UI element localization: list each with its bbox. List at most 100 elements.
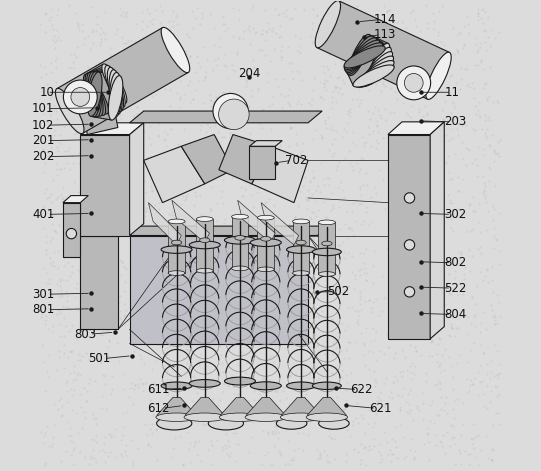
- Point: [161, 44, 169, 51]
- Point: [294, 388, 303, 396]
- Point: [70, 64, 78, 72]
- Point: [210, 99, 219, 106]
- Point: [400, 135, 408, 142]
- Point: [476, 329, 484, 336]
- Point: [199, 333, 207, 341]
- Point: [230, 290, 239, 297]
- Point: [265, 25, 273, 32]
- Point: [383, 438, 392, 445]
- Point: [453, 113, 461, 120]
- Point: [138, 68, 147, 75]
- Point: [48, 328, 56, 335]
- Point: [359, 414, 367, 422]
- Point: [428, 337, 437, 345]
- Point: [455, 351, 464, 359]
- Point: [398, 174, 406, 181]
- Point: [143, 432, 151, 439]
- Point: [337, 319, 346, 326]
- Point: [437, 442, 446, 450]
- Point: [349, 417, 358, 424]
- Point: [406, 265, 414, 272]
- Point: [486, 42, 494, 50]
- Point: [150, 310, 159, 318]
- Point: [294, 165, 302, 172]
- Point: [75, 390, 84, 398]
- Point: [480, 390, 489, 398]
- Point: [97, 255, 106, 263]
- Point: [181, 422, 189, 430]
- Point: [207, 257, 215, 264]
- Point: [153, 131, 162, 139]
- Point: [186, 52, 194, 59]
- Point: [317, 93, 326, 101]
- Point: [324, 410, 332, 418]
- Point: [341, 450, 350, 457]
- Point: [88, 29, 96, 36]
- Point: [406, 163, 415, 171]
- Point: [266, 462, 274, 469]
- Point: [261, 451, 270, 459]
- Point: [325, 50, 333, 58]
- Point: [280, 319, 288, 326]
- Point: [131, 167, 140, 174]
- Point: [181, 354, 189, 362]
- Point: [98, 236, 107, 243]
- Point: [314, 182, 322, 190]
- Point: [248, 86, 257, 93]
- Point: [441, 345, 450, 353]
- Point: [291, 248, 300, 256]
- Point: [493, 383, 502, 391]
- Point: [485, 177, 493, 185]
- Point: [128, 282, 136, 290]
- Point: [426, 168, 435, 175]
- Point: [392, 261, 400, 268]
- Point: [278, 188, 286, 195]
- Text: 204: 204: [237, 67, 260, 80]
- Point: [91, 414, 100, 422]
- Point: [260, 200, 269, 207]
- Point: [321, 276, 330, 284]
- Point: [357, 154, 365, 162]
- Point: [441, 158, 450, 165]
- Point: [360, 362, 369, 369]
- Point: [401, 89, 410, 97]
- Point: [423, 217, 432, 225]
- Point: [259, 388, 267, 395]
- Point: [186, 256, 195, 263]
- Point: [110, 90, 118, 97]
- Point: [117, 272, 126, 279]
- Point: [341, 457, 350, 464]
- Point: [168, 73, 176, 81]
- Point: [487, 264, 496, 271]
- Point: [108, 372, 117, 380]
- Ellipse shape: [55, 89, 84, 134]
- Point: [433, 380, 441, 388]
- Point: [393, 18, 401, 26]
- Point: [463, 82, 472, 89]
- Ellipse shape: [88, 72, 101, 117]
- Point: [422, 24, 431, 32]
- Point: [98, 392, 107, 399]
- Point: [444, 49, 453, 57]
- Point: [349, 166, 358, 173]
- Point: [308, 136, 317, 143]
- Point: [344, 111, 352, 118]
- Point: [216, 34, 225, 42]
- Point: [106, 57, 115, 65]
- Point: [207, 292, 216, 299]
- Point: [327, 362, 335, 370]
- Point: [269, 155, 278, 162]
- Point: [382, 33, 391, 41]
- Point: [235, 16, 243, 23]
- Point: [213, 55, 222, 62]
- Point: [371, 382, 379, 390]
- Point: [113, 87, 121, 95]
- Point: [148, 420, 156, 428]
- Point: [329, 136, 338, 143]
- Point: [351, 414, 360, 422]
- Text: 301: 301: [32, 288, 55, 300]
- Point: [404, 282, 413, 290]
- Point: [132, 343, 141, 350]
- Point: [375, 348, 384, 355]
- Point: [427, 352, 436, 360]
